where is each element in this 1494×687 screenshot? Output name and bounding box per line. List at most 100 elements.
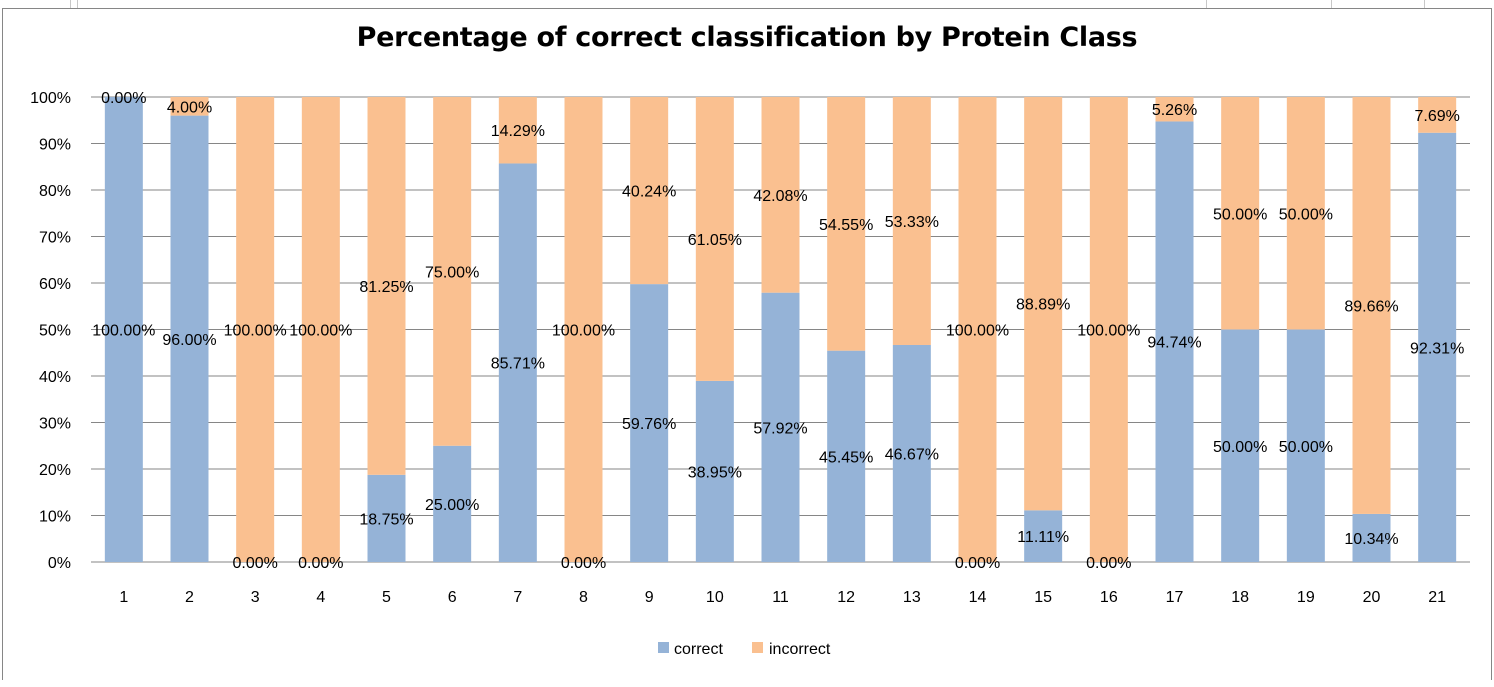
data-label-incorrect: 89.66%	[1344, 298, 1398, 315]
bar-correct	[367, 474, 406, 562]
data-label-incorrect: 88.89%	[1016, 297, 1070, 314]
legend-label-incorrect: incorrect	[769, 641, 831, 658]
data-label-correct: 50.00%	[1213, 439, 1267, 456]
bar-incorrect	[827, 97, 866, 351]
data-label-correct: 10.34%	[1344, 531, 1398, 548]
data-label-incorrect: 53.33%	[885, 214, 939, 231]
x-tick-label: 1	[119, 589, 128, 606]
bar-incorrect	[958, 97, 997, 562]
x-tick-label: 14	[969, 589, 987, 606]
window-edge-mark	[1331, 0, 1332, 8]
data-label-correct: 0.00%	[561, 555, 606, 572]
x-tick-label: 6	[448, 589, 457, 606]
x-tick-label: 9	[645, 589, 654, 606]
data-label-incorrect: 100.00%	[552, 323, 615, 340]
data-label-incorrect: 100.00%	[289, 323, 352, 340]
bar-incorrect	[761, 97, 800, 293]
data-label-correct: 85.71%	[491, 356, 545, 373]
data-label-correct: 46.67%	[885, 446, 939, 463]
data-label-correct: 18.75%	[359, 511, 413, 528]
window-edge-mark	[1424, 0, 1425, 8]
bar-incorrect	[1155, 97, 1194, 122]
window-top-edge	[0, 0, 1494, 8]
y-tick-label: 100%	[30, 90, 71, 107]
y-tick-label: 0%	[48, 555, 71, 572]
bar-correct	[433, 445, 472, 562]
data-label-correct: 92.31%	[1410, 340, 1464, 357]
y-tick-label: 30%	[39, 416, 71, 433]
x-tick-label: 4	[316, 589, 325, 606]
y-tick-label: 40%	[39, 369, 71, 386]
y-tick-label: 50%	[39, 323, 71, 340]
x-tick-label: 3	[251, 589, 260, 606]
data-label-correct: 96.00%	[162, 332, 216, 349]
data-label-incorrect: 42.08%	[753, 188, 807, 205]
x-tick-label: 11	[772, 589, 789, 606]
y-tick-label: 20%	[39, 462, 71, 479]
data-label-incorrect: 100.00%	[1077, 323, 1140, 340]
y-tick-label: 70%	[39, 230, 71, 247]
legend-swatch-correct	[658, 642, 669, 653]
x-tick-label: 17	[1166, 589, 1184, 606]
bar-incorrect	[170, 97, 209, 116]
data-label-incorrect: 50.00%	[1279, 206, 1333, 223]
data-label-correct: 38.95%	[688, 464, 742, 481]
bar-incorrect	[695, 97, 734, 381]
bar-incorrect	[1024, 97, 1063, 511]
x-tick-label: 19	[1297, 589, 1315, 606]
bar-incorrect	[236, 97, 275, 562]
bar-correct	[104, 97, 143, 562]
y-tick-label: 60%	[39, 276, 71, 293]
window-edge-mark	[70, 0, 71, 8]
legend-swatch-incorrect	[752, 642, 763, 653]
x-tick-label: 10	[706, 589, 724, 606]
bar-correct	[1352, 513, 1391, 562]
data-label-correct: 94.74%	[1147, 335, 1201, 352]
data-label-correct: 100.00%	[92, 323, 155, 340]
bar-correct	[630, 284, 669, 562]
data-label-correct: 50.00%	[1279, 439, 1333, 456]
data-label-incorrect: 7.69%	[1414, 108, 1459, 125]
x-tick-label: 18	[1231, 589, 1249, 606]
data-label-correct: 57.92%	[753, 420, 807, 437]
x-tick-label: 16	[1100, 589, 1118, 606]
bar-correct	[695, 380, 734, 562]
bar-correct	[892, 344, 931, 562]
bar-correct	[1221, 329, 1260, 562]
data-label-incorrect: 5.26%	[1152, 102, 1197, 119]
x-tick-label: 5	[382, 589, 391, 606]
bar-correct	[1155, 121, 1194, 563]
window-edge-mark	[77, 0, 78, 8]
data-label-incorrect: 4.00%	[167, 99, 212, 116]
data-label-correct: 25.00%	[425, 497, 479, 514]
data-label-correct: 0.00%	[1086, 555, 1131, 572]
bar-correct	[761, 292, 800, 562]
bar-incorrect	[892, 97, 931, 345]
bar-incorrect	[1352, 97, 1391, 514]
chart-title: Percentage of correct classification by …	[356, 22, 1138, 53]
bar-incorrect	[498, 97, 537, 164]
data-label-correct: 59.76%	[622, 416, 676, 433]
x-tick-label: 21	[1428, 589, 1446, 606]
data-label-incorrect: 75.00%	[425, 264, 479, 281]
data-label-incorrect: 50.00%	[1213, 206, 1267, 223]
bar-incorrect	[1286, 97, 1325, 330]
bar-correct	[1286, 329, 1325, 562]
data-label-incorrect: 100.00%	[224, 323, 287, 340]
data-label-correct: 0.00%	[955, 555, 1000, 572]
data-label-correct: 0.00%	[298, 555, 343, 572]
bar-incorrect	[1089, 97, 1128, 562]
window-edge-mark	[1206, 0, 1207, 8]
bar-correct	[498, 163, 537, 563]
bar-correct	[170, 115, 209, 562]
x-tick-label: 8	[579, 589, 588, 606]
bar-correct	[1418, 132, 1457, 563]
data-label-incorrect: 81.25%	[359, 279, 413, 296]
data-label-incorrect: 54.55%	[819, 217, 873, 234]
legend-label-correct: correct	[674, 641, 723, 658]
bar-incorrect	[433, 97, 472, 446]
x-tick-label: 7	[513, 589, 522, 606]
data-label-incorrect: 40.24%	[622, 184, 676, 201]
data-label-correct: 45.45%	[819, 449, 873, 466]
